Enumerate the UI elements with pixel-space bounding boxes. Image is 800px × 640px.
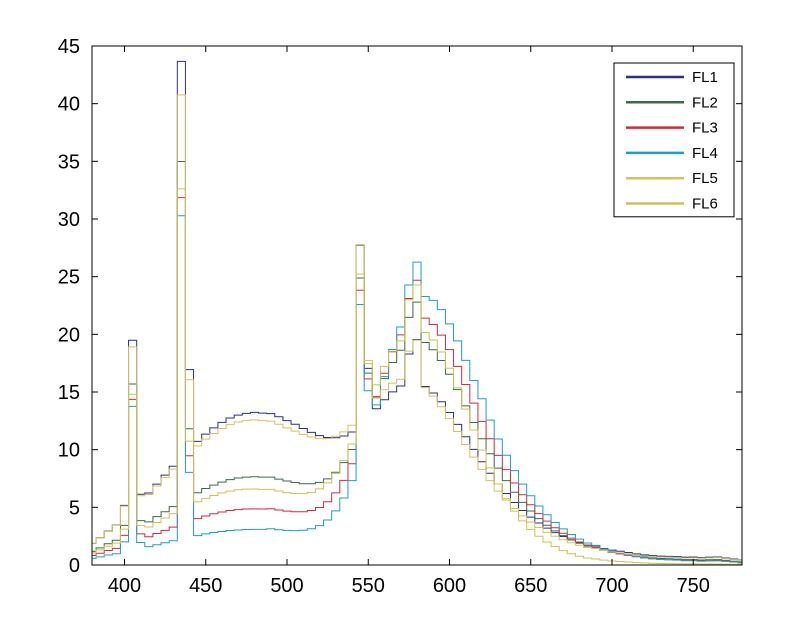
legend: FL1 FL2 FL3 FL4 FL5 FL6 (613, 62, 735, 218)
y-tick-label: 35 (58, 151, 80, 173)
y-tick-label: 10 (58, 440, 80, 462)
y-axis: 0 5 10 15 20 25 30 35 40 45 (58, 36, 742, 577)
legend-label-fl6: FL6 (692, 196, 718, 213)
x-tick-label: 650 (514, 575, 547, 597)
x-tick-label: 550 (352, 575, 385, 597)
y-tick-label: 25 (58, 267, 80, 289)
series-line-fl1 (92, 60, 742, 561)
y-tick-label: 30 (58, 209, 80, 231)
x-tick-label: 400 (108, 575, 141, 597)
legend-label-fl4: FL4 (692, 145, 718, 162)
y-tick-label: 0 (69, 555, 80, 577)
x-tick-label: 750 (677, 575, 710, 597)
y-tick-label: 45 (58, 36, 80, 58)
y-tick-label: 40 (58, 94, 80, 116)
x-tick-label: 500 (270, 575, 303, 597)
legend-label-fl1: FL1 (692, 69, 718, 86)
x-tick-label: 700 (595, 575, 628, 597)
plot-frame (91, 45, 743, 566)
y-tick-label: 15 (58, 382, 80, 404)
legend-label-fl5: FL5 (692, 170, 718, 187)
y-tick-label: 5 (69, 497, 80, 519)
plot-series-group (92, 60, 742, 565)
series-line-fl6 (92, 188, 742, 565)
series-line-fl5 (92, 94, 742, 561)
legend-label-fl3: FL3 (692, 120, 718, 137)
x-axis: 400 450 500 550 600 650 700 750 (108, 46, 710, 597)
y-tick-label: 20 (58, 324, 80, 346)
legend-box (613, 62, 735, 218)
x-tick-label: 450 (189, 575, 222, 597)
legend-label-fl2: FL2 (692, 94, 718, 111)
x-tick-label: 600 (433, 575, 466, 597)
